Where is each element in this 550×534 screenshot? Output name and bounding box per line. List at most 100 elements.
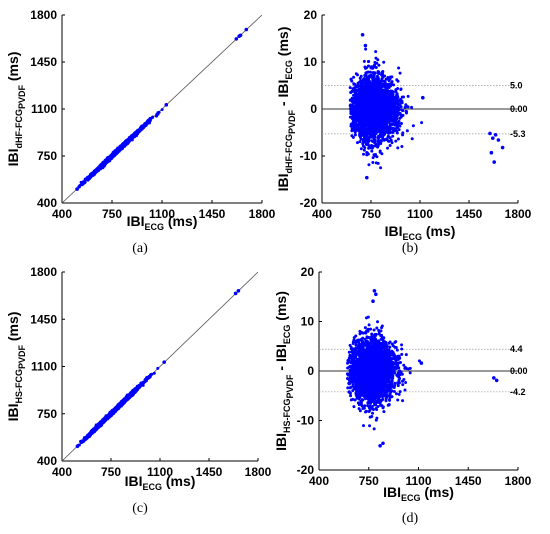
data-point (363, 65, 367, 69)
data-point (399, 122, 403, 126)
data-point (374, 105, 378, 109)
data-point (359, 147, 363, 151)
data-point (400, 95, 404, 99)
data-point (405, 104, 409, 108)
data-point (364, 83, 368, 87)
x-tick-label: 1800 (249, 207, 276, 221)
data-point (350, 127, 354, 131)
data-point (391, 131, 395, 135)
data-point (364, 142, 368, 146)
data-point (380, 79, 384, 83)
data-point (110, 152, 114, 156)
data-point (116, 149, 120, 153)
plot-area (62, 15, 262, 203)
data-point (145, 122, 149, 126)
data-point (384, 104, 388, 108)
data-point (361, 137, 365, 141)
data-point (373, 71, 377, 75)
data-point (353, 125, 357, 129)
data-point (353, 128, 357, 132)
data-point (238, 33, 243, 38)
data-point (369, 94, 373, 98)
data-point (155, 114, 159, 118)
data-point (381, 75, 385, 79)
data-point (395, 111, 399, 115)
data-point (362, 59, 366, 63)
data-point (410, 137, 414, 141)
data-point (378, 149, 382, 153)
data-point (386, 146, 390, 150)
data-point (77, 184, 81, 189)
y-tick-label: 1800 (30, 8, 57, 22)
data-point (377, 142, 381, 146)
data-point (405, 129, 409, 133)
x-axis-title: IBIECG (ms) (127, 213, 198, 232)
data-point (137, 129, 141, 133)
data-point (352, 82, 356, 86)
data-point (375, 74, 379, 78)
data-point (385, 129, 389, 133)
data-point (389, 138, 393, 142)
data-point (382, 60, 386, 64)
data-point (396, 79, 400, 83)
panel-a: 400 750 1100 1450 1800400750110014501800IBIE… (5, 8, 276, 256)
y-tick-label: 10 (304, 55, 318, 69)
data-point (366, 64, 370, 68)
data-point (388, 143, 392, 147)
data-point (390, 141, 394, 145)
data-point (367, 127, 371, 131)
data-point (388, 93, 392, 97)
data-point (386, 127, 390, 131)
data-point (80, 183, 84, 187)
data-point (349, 122, 353, 126)
data-point (381, 70, 385, 74)
data-point (244, 27, 249, 32)
data-point (364, 73, 368, 77)
data-point (373, 138, 377, 142)
data-point (355, 73, 359, 77)
data-point (359, 124, 363, 128)
data-point (391, 134, 395, 138)
data-point (142, 124, 146, 128)
data-point (355, 112, 359, 116)
data-point (387, 78, 391, 82)
y-tick-label: -20 (300, 196, 318, 210)
y-tick-label: 20 (304, 8, 318, 22)
data-point (348, 98, 352, 102)
data-point (367, 146, 371, 150)
data-point (375, 155, 379, 159)
data-point (385, 113, 389, 117)
data-point (374, 50, 378, 54)
data-point (388, 125, 392, 129)
data-point (151, 115, 155, 119)
data-point (379, 134, 383, 138)
y-tick-label: 750 (37, 149, 57, 163)
data-point (160, 108, 164, 112)
x-tick-label: 1450 (456, 207, 483, 221)
data-point (355, 141, 359, 145)
data-point (379, 139, 383, 143)
data-point (401, 133, 405, 137)
x-tick-label: 750 (102, 207, 122, 221)
data-point (371, 160, 375, 164)
data-point (350, 134, 354, 138)
data-point (397, 66, 401, 70)
data-point (370, 144, 374, 148)
data-point (100, 164, 104, 168)
data-point (359, 74, 363, 78)
data-point (369, 66, 373, 70)
data-point (373, 60, 377, 64)
data-point (364, 47, 368, 51)
data-point (87, 175, 91, 179)
data-point (393, 123, 397, 127)
data-point (379, 166, 383, 170)
y-tick-label: 1100 (31, 102, 57, 116)
data-point (372, 126, 376, 130)
data-point (367, 82, 371, 86)
data-point (125, 141, 129, 145)
data-point (131, 135, 135, 139)
data-point (164, 103, 169, 107)
data-point (156, 112, 160, 116)
panel-label: (a) (132, 241, 148, 256)
